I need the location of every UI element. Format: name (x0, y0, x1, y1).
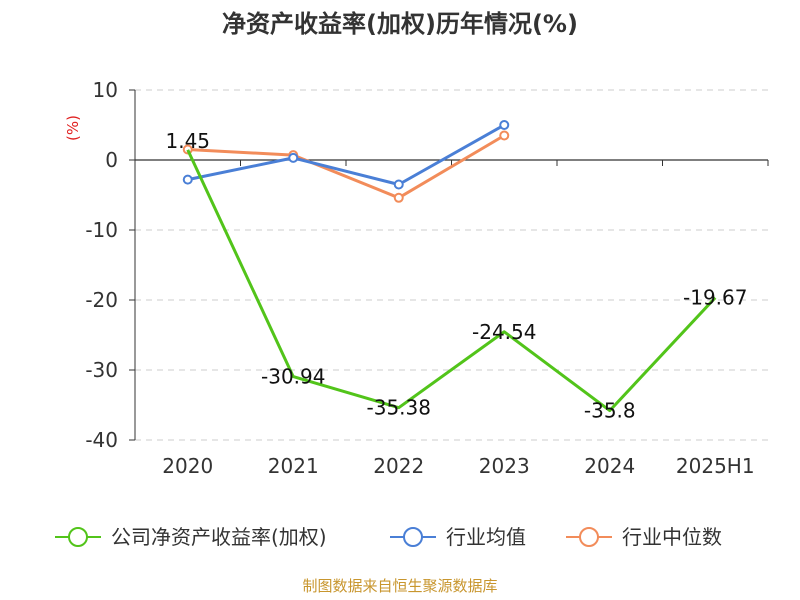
source-note: 制图数据来自恒生聚源数据库 (302, 577, 497, 595)
data-label: -19.67 (683, 286, 747, 310)
legend-marker (68, 527, 88, 547)
x-tick-label: 2024 (584, 454, 635, 478)
series-line (186, 149, 717, 413)
series-point (393, 192, 404, 203)
data-label: -35.8 (584, 399, 636, 423)
series-point (182, 174, 193, 185)
legend-label: 行业均值 (446, 525, 526, 549)
x-tick-label: 2020 (162, 454, 213, 478)
series-point (288, 152, 299, 163)
y-tick-label: -20 (85, 288, 118, 312)
y-tick-label: -40 (85, 428, 118, 452)
y-tick-label: -10 (85, 218, 118, 242)
x-tick-label: 2021 (268, 454, 319, 478)
data-label: -24.54 (472, 320, 536, 344)
legend-label: 公司净资产收益率(加权) (111, 525, 327, 549)
chart-title: 净资产收益率(加权)历年情况(%) (222, 10, 578, 38)
legend-marker (403, 527, 423, 547)
x-tick-label: 2022 (373, 454, 424, 478)
data-label: 1.45 (165, 129, 210, 153)
series-point (499, 130, 510, 141)
legend-marker (579, 527, 599, 547)
series-point (499, 120, 510, 130)
data-labels: 1.45 -30.94 -35.38 -24.54 -35.8 -19.67 (165, 129, 747, 423)
legend: 公司净资产收益率(加权) 行业均值 行业中位数 (55, 525, 722, 549)
y-tick-labels: 10 0 -10 -20 -30 -40 (85, 78, 118, 452)
data-label: -30.94 (261, 365, 325, 389)
series-line (187, 134, 506, 200)
y-axis-unit: (%) (64, 115, 82, 141)
data-label: -35.38 (367, 396, 431, 420)
x-tick-label: 2025H1 (676, 454, 755, 478)
y-tick-label: 10 (93, 78, 118, 102)
gridlines (135, 89, 768, 441)
y-tick-label: -30 (85, 358, 118, 382)
legend-label: 行业中位数 (622, 525, 722, 549)
series-point (393, 179, 404, 190)
x-tick-label: 2023 (479, 454, 530, 478)
series-line (187, 123, 505, 186)
axes (129, 89, 769, 441)
series-group (182, 120, 717, 413)
x-tick-labels: 2020 2021 2022 2023 2024 2025H1 (162, 454, 754, 478)
y-tick-label: 0 (105, 148, 118, 172)
